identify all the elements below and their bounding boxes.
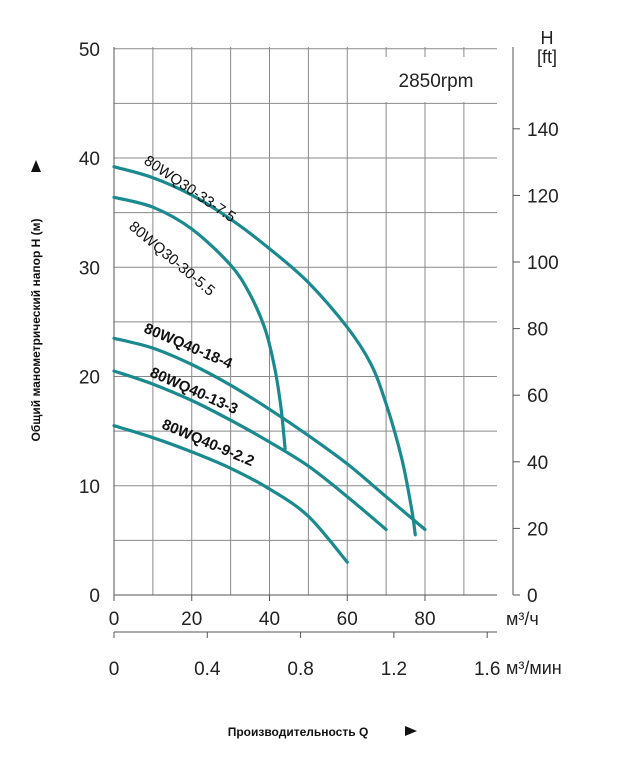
x-m3min-tick-label: 0.4 [194, 659, 221, 680]
right-tick-labels: 0 20 40 60 80 100 120 140 [527, 120, 559, 607]
series-curve-3 [112, 369, 388, 532]
x-m3min-tick-labels: 0 0.4 0.8 1.2 1.6 [109, 659, 501, 680]
y-left-tick-label: 50 [79, 40, 100, 61]
right-axis-ticks [513, 128, 520, 596]
speed-label-box [381, 57, 495, 102]
speed-label: 2850rpm [399, 71, 474, 92]
x-m3h-tick-label: 80 [414, 609, 435, 630]
x-m3min-tick-label: 1.6 [474, 659, 500, 680]
x-axis-title: Производительность Q [228, 725, 369, 739]
y-left-tick-label: 40 [79, 149, 100, 170]
x-m3h-tick-label: 20 [181, 609, 202, 630]
y-right-tick-label: 40 [527, 453, 548, 474]
y-right-tick-label: 140 [527, 120, 559, 141]
bottom-axis-ticks [113, 595, 488, 638]
x-m3h-tick-labels: 0 20 40 60 80 [109, 609, 436, 630]
x-m3min-tick-label: 0 [109, 659, 120, 680]
y-left-tick-label: 10 [79, 477, 100, 498]
y-axis-arrow-icon [31, 160, 41, 172]
series-curves [112, 165, 427, 564]
x-m3min-tick-label: 1.2 [381, 659, 407, 680]
y-left-tick-label: 20 [79, 368, 100, 389]
y-right-tick-label: 0 [527, 586, 538, 607]
y-right-tick-label: 20 [527, 519, 548, 540]
x-unit-m3h: м³/ч [506, 609, 539, 629]
left-tick-labels: 0 10 20 30 40 50 [79, 40, 100, 607]
y-axis-title: Общий манометрический напор H (м) [29, 218, 43, 441]
y-axis-title-group: Общий манометрический напор H (м) [29, 160, 43, 442]
y-right-tick-label: 80 [527, 320, 548, 341]
y-right-tick-label: 100 [527, 253, 559, 274]
y-left-tick-label: 30 [79, 258, 100, 279]
x-m3min-tick-label: 0.8 [287, 659, 313, 680]
y-right-tick-label: 60 [527, 386, 548, 407]
right-unit-top: H [541, 28, 554, 48]
series-label-4: 80WQ40-9-2.2 [159, 416, 256, 470]
x-m3h-tick-label: 40 [259, 609, 280, 630]
series-curve-4 [112, 424, 349, 564]
series-label-0: 80WQ30-33-7.5 [141, 152, 239, 226]
series-label-3: 80WQ40-13-3 [147, 364, 240, 418]
x-axis-arrow-icon [405, 726, 417, 736]
grid [114, 47, 497, 595]
series-curve-2 [112, 336, 427, 532]
y-right-tick-label: 120 [527, 186, 559, 207]
x-m3h-tick-label: 0 [109, 609, 120, 630]
right-unit-bottom: [ft] [537, 47, 557, 67]
x-m3h-tick-label: 60 [337, 609, 358, 630]
series-label-1: 80WQ30-30-5.5 [125, 218, 218, 300]
series-curve-0 [112, 165, 417, 537]
series-curve-1 [112, 195, 287, 451]
y-left-tick-label: 0 [89, 586, 100, 607]
x-unit-m3min: м³/мин [506, 658, 562, 678]
